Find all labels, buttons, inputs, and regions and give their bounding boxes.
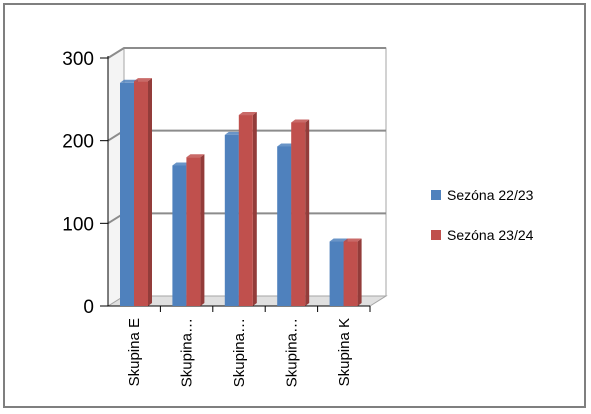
legend-label: Sezóna 22/23 <box>447 187 534 203</box>
x-tick-label: Skupina E <box>126 318 143 386</box>
bar-side <box>305 119 310 306</box>
bar-top <box>224 131 243 135</box>
bar <box>186 157 201 306</box>
bar-side <box>148 78 152 306</box>
y-tick-label: 0 <box>83 297 94 318</box>
bar-top <box>238 112 257 116</box>
legend-label: Sezóna 23/24 <box>447 227 534 243</box>
bar <box>291 122 306 306</box>
y-tick-label: 100 <box>62 214 94 235</box>
bar <box>224 134 239 306</box>
bar <box>134 81 148 306</box>
gridline <box>107 47 386 59</box>
y-tick-label: 200 <box>62 132 94 153</box>
legend-swatch <box>431 190 441 200</box>
bars <box>120 78 362 306</box>
bar-side <box>252 112 257 306</box>
bar-top <box>343 238 362 242</box>
x-axis-labels: Skupina E Skupina… Skupina… Skupina… Skupina… <box>126 318 353 387</box>
bar <box>172 165 187 306</box>
y-axis-ticks: 300 200 100 0 <box>62 49 108 318</box>
bar <box>329 241 344 306</box>
bar-top <box>277 143 296 147</box>
bar-side <box>200 154 205 306</box>
x-tick-label: Skupina K <box>336 318 353 386</box>
legend-swatch <box>431 230 441 240</box>
bar-top <box>291 119 310 123</box>
x-tick-label: Skupina… <box>179 318 196 387</box>
y-tick-label: 300 <box>62 49 94 70</box>
bar-top <box>329 238 348 242</box>
bar-top <box>134 78 152 82</box>
bar-top <box>120 79 138 83</box>
bar-top <box>172 162 191 166</box>
x-tick-label: Skupina… <box>283 318 300 387</box>
x-tick-label: Skupina… <box>231 318 248 387</box>
bar <box>120 82 134 306</box>
bar-top <box>186 154 205 158</box>
bar <box>238 115 253 306</box>
bar <box>343 241 358 306</box>
legend: Sezóna 22/23 Sezóna 23/24 <box>431 187 534 243</box>
bar-side <box>357 238 362 306</box>
bar <box>277 146 292 306</box>
